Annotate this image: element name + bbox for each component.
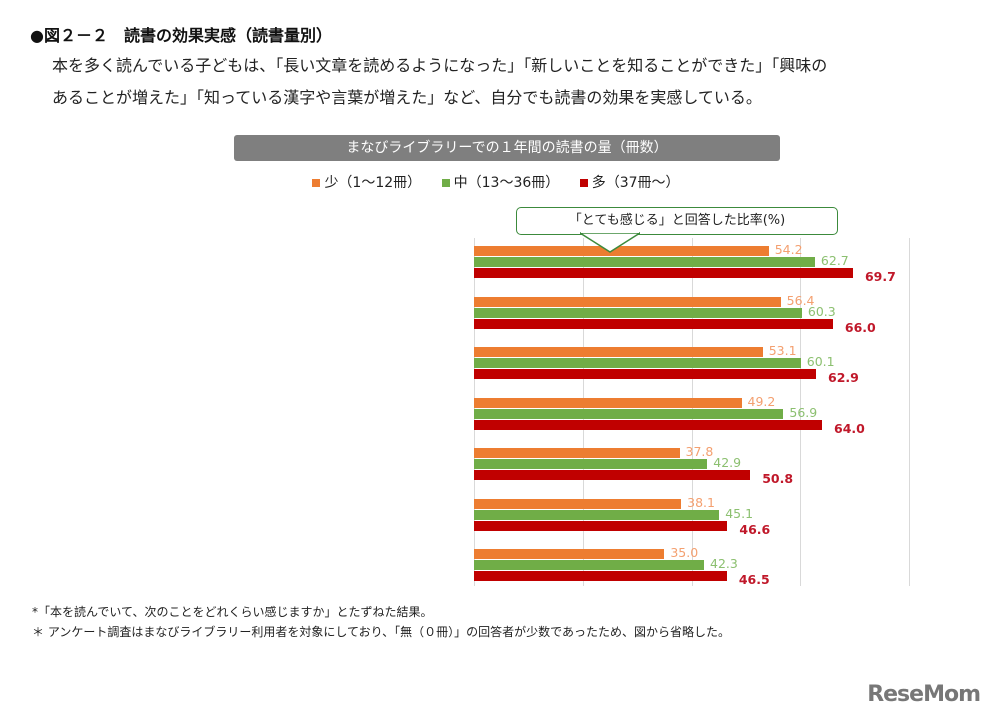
gridline	[909, 238, 910, 586]
legend-label: 多（37冊～）	[591, 175, 680, 191]
value-label: 60.1	[806, 354, 835, 369]
chart-title: まなびライブラリーでの１年間の読書の量（冊数）	[234, 135, 780, 161]
bar-mid	[474, 257, 815, 267]
bar-mid	[474, 307, 802, 318]
value-label: 49.2	[747, 393, 776, 409]
bar-mid	[474, 509, 720, 520]
value-label: 42.9	[713, 455, 742, 470]
value-label: 56.9	[789, 404, 818, 420]
legend-label: 少（1～12冊）	[324, 175, 422, 191]
bar-high	[474, 419, 822, 430]
value-label: 69.7	[864, 269, 896, 284]
legend-item-low: 少（1～12冊）	[312, 172, 421, 192]
bar-high	[474, 369, 817, 379]
bar-mid	[474, 560, 704, 570]
footnote-2: ＊ アンケート調査はまなびライブラリー利用者を対象にしており、「無（０冊）」の回…	[32, 625, 731, 639]
callout-annotation: 「とても感じる」と回答した比率(%)	[516, 207, 838, 235]
value-label: 46.5	[738, 572, 770, 587]
callout-pointer	[580, 232, 640, 253]
bar-high	[474, 470, 751, 480]
bar-low	[474, 549, 665, 559]
bar-low	[474, 448, 680, 458]
gridline	[800, 238, 802, 586]
legend: 少（1～12冊） 中（13～36冊） 多（37冊～）	[0, 172, 992, 192]
value-label: 62.9	[828, 370, 859, 385]
legend-item-high: 多（37冊～）	[579, 172, 680, 192]
legend-swatch	[441, 179, 450, 187]
value-label: 37.8	[685, 444, 714, 459]
figure-title: ●図２－２ 読書の効果実感（読書量別）	[30, 26, 332, 45]
lead-text-line-1: 本を多く読んでいる子どもは、「長い文章を読めるようになった」「新しいことを知るこ…	[52, 56, 828, 75]
bar-high	[474, 571, 727, 581]
value-label: 38.1	[687, 494, 715, 510]
footnote-1: *「本を読んでいて、次のことをどれくらい感じますか」とたずねた結果。	[32, 605, 433, 619]
value-label: 66.0	[844, 319, 876, 335]
value-label: 50.8	[762, 471, 794, 486]
value-label: 54.2	[774, 242, 803, 257]
value-label: 53.1	[768, 343, 797, 358]
value-label: 45.1	[725, 505, 754, 521]
bar-low	[474, 397, 742, 408]
bar-high	[474, 520, 728, 531]
legend-swatch	[312, 179, 321, 187]
value-label: 64.0	[834, 420, 865, 436]
resemom-logo: ReseMom	[867, 682, 981, 707]
legend-item-mid: 中（13～36冊）	[441, 172, 560, 192]
value-label: 42.3	[710, 556, 738, 571]
bar-low	[474, 246, 769, 256]
value-label: 62.7	[820, 253, 849, 268]
bar-low	[474, 296, 781, 307]
bar-mid	[474, 408, 784, 419]
legend-swatch	[579, 179, 588, 187]
value-label: 46.6	[739, 521, 771, 537]
bar-low	[474, 347, 763, 357]
value-label: 35.0	[670, 545, 699, 560]
bar-mid	[474, 459, 708, 469]
bar-high	[474, 318, 833, 329]
value-label: 60.3	[807, 303, 836, 319]
bar-high	[474, 268, 853, 278]
bar-low	[474, 498, 682, 509]
bar-mid	[474, 358, 801, 368]
lead-text-line-2: あることが増えた」「知っている漢字や言葉が増えた」など、自分でも読書の効果を実感…	[52, 88, 762, 107]
value-label: 56.4	[786, 292, 815, 308]
legend-label: 中（13～36冊）	[453, 175, 560, 191]
